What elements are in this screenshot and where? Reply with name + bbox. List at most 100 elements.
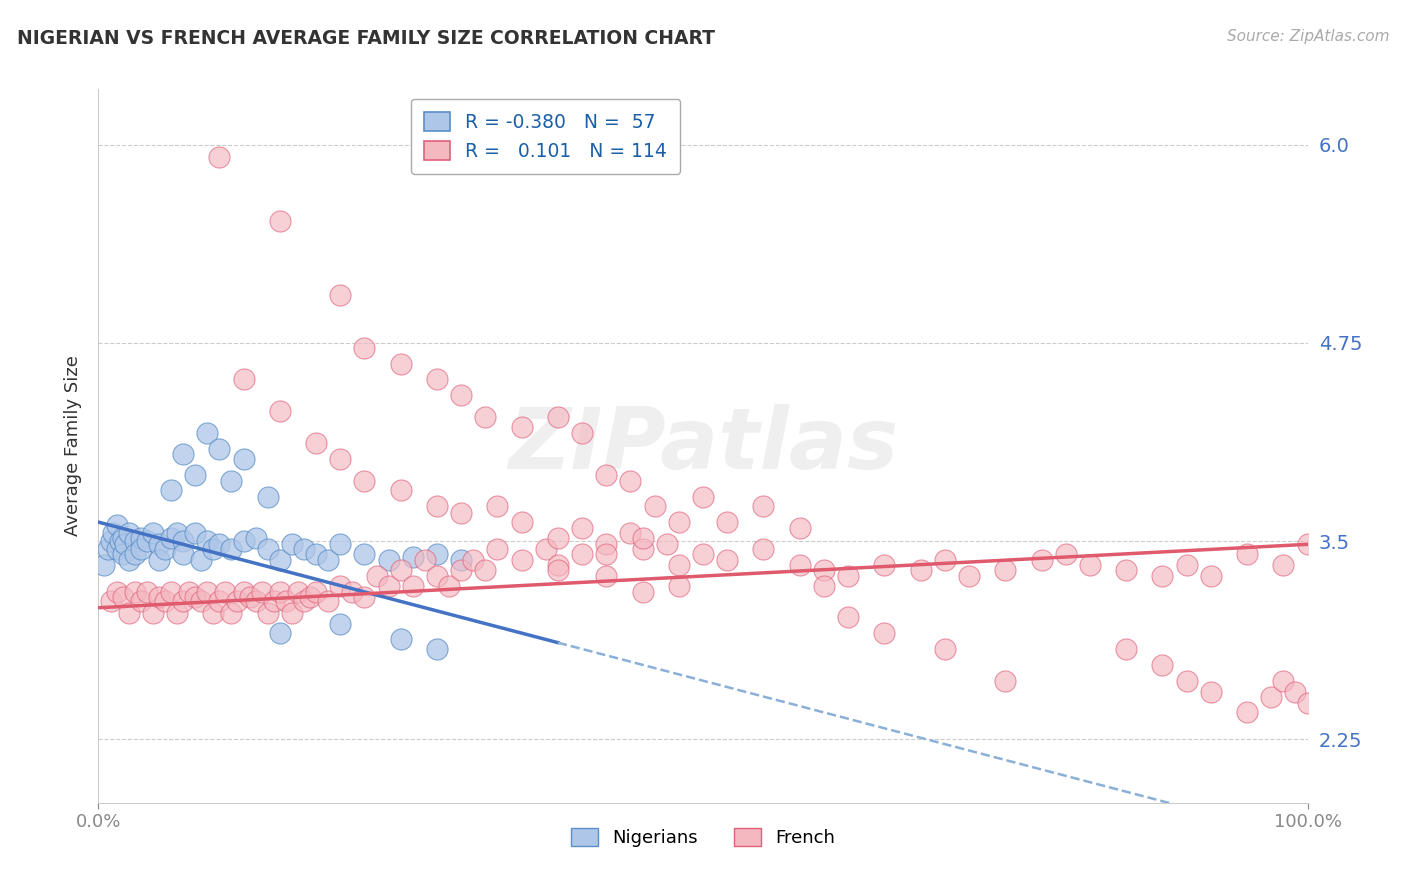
Point [269,626,291,640]
Point [450,553,472,567]
Point [668,578,690,592]
Point [547,410,569,425]
Point [208,150,231,164]
Point [402,549,425,564]
Point [595,547,617,561]
Point [111,590,134,604]
Point [1260,690,1282,704]
Point [202,542,225,557]
Point [1175,558,1198,572]
Point [142,526,165,541]
Point [1272,558,1295,572]
Point [426,569,449,583]
Point [256,490,278,504]
Point [221,606,243,620]
Point [426,642,449,657]
Point [100,594,122,608]
Point [287,585,309,599]
Point [179,585,201,599]
Point [305,547,328,561]
Y-axis label: Average Family Size: Average Family Size [63,356,82,536]
Point [329,288,352,302]
Point [752,500,775,514]
Point [166,606,188,620]
Point [250,585,273,599]
Point [716,515,738,529]
Point [160,483,183,498]
Point [124,534,146,549]
Point [208,537,231,551]
Point [329,451,352,466]
Point [93,558,115,572]
Point [534,542,557,557]
Point [631,531,654,545]
Point [752,542,775,557]
Point [114,537,136,551]
Point [105,585,128,599]
Point [208,594,231,608]
Point [190,553,212,567]
Point [190,594,212,608]
Point [105,518,128,533]
Point [305,435,328,450]
Point [118,606,141,620]
Point [873,626,896,640]
Point [389,563,412,577]
Point [547,531,569,545]
Point [342,585,364,599]
Point [245,594,267,608]
Point [486,500,509,514]
Point [256,542,278,557]
Point [172,534,194,549]
Point [239,590,262,604]
Point [148,590,170,604]
Point [510,553,533,567]
Point [1031,553,1053,567]
Point [214,585,236,599]
Point [716,553,738,567]
Point [377,553,399,567]
Point [1175,673,1198,688]
Point [269,214,291,228]
Point [426,547,449,561]
Point [232,372,254,386]
Point [389,357,412,371]
Point [668,515,690,529]
Legend: Nigerians, French: Nigerians, French [564,821,842,855]
Point [389,483,412,498]
Text: NIGERIAN VS FRENCH AVERAGE FAMILY SIZE CORRELATION CHART: NIGERIAN VS FRENCH AVERAGE FAMILY SIZE C… [17,29,714,47]
Point [269,404,291,418]
Point [269,553,291,567]
Point [292,542,315,557]
Point [129,542,152,557]
Point [571,547,593,561]
Point [329,537,352,551]
Point [1152,569,1174,583]
Point [124,585,146,599]
Point [274,594,297,608]
Point [1199,685,1222,699]
Point [166,526,188,541]
Point [118,553,141,567]
Point [1054,547,1077,561]
Point [450,388,472,402]
Point [172,447,194,461]
Point [269,585,291,599]
Point [353,474,375,488]
Point [668,558,690,572]
Point [510,515,533,529]
Point [813,578,835,592]
Point [789,558,811,572]
Point [100,534,122,549]
Point [256,606,278,620]
Point [789,521,811,535]
Point [184,467,207,482]
Point [426,372,449,386]
Point [1115,563,1137,577]
Point [172,547,194,561]
Point [184,526,207,541]
Point [547,558,569,572]
Point [1296,537,1319,551]
Point [316,594,339,608]
Point [316,553,339,567]
